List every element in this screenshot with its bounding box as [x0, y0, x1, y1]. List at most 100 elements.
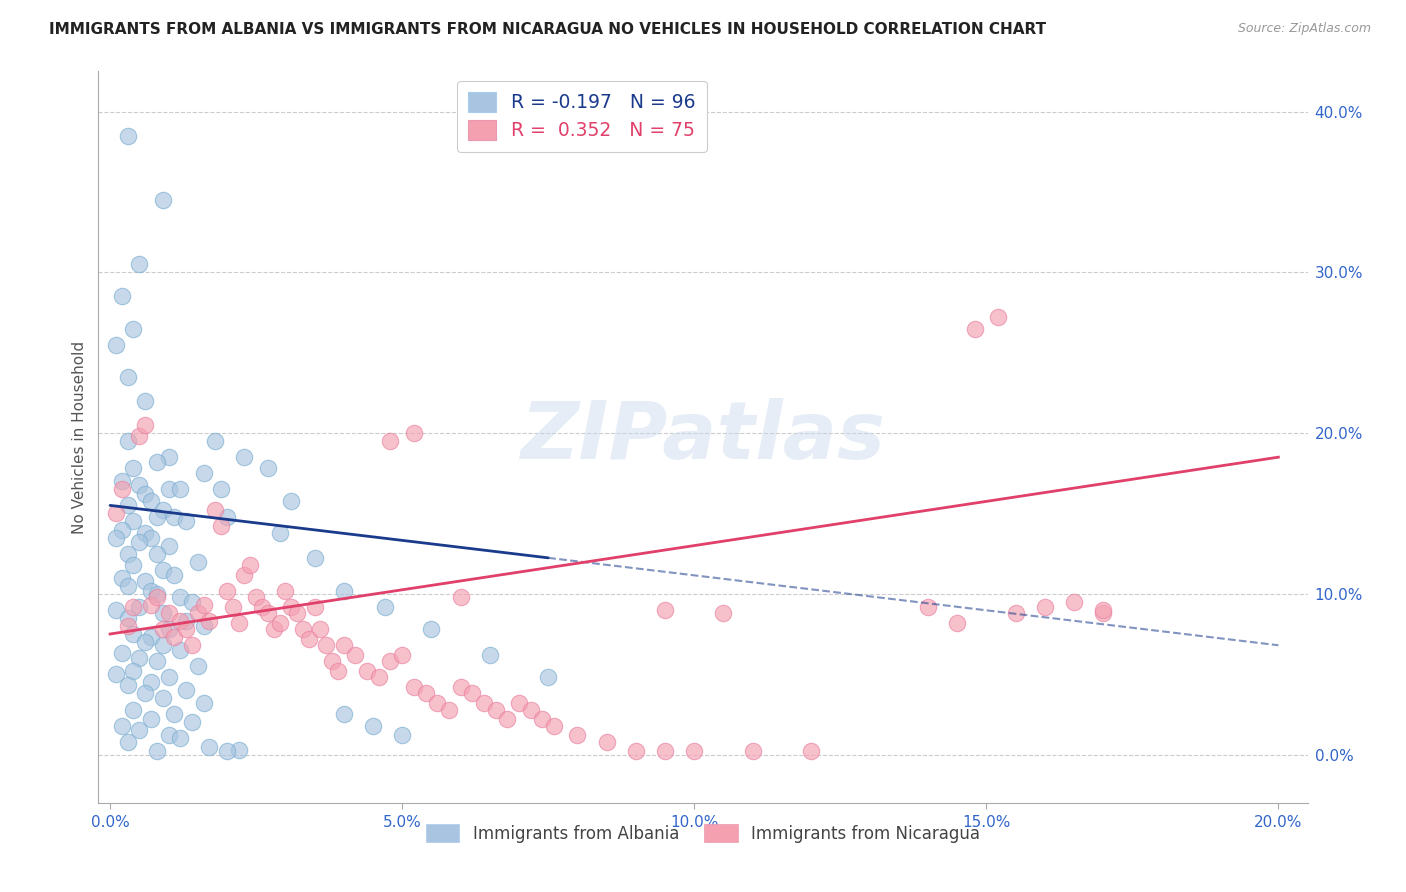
Point	[174, 515, 197, 529]
Point	[146, 455, 169, 469]
Point	[174, 683, 197, 698]
Point	[187, 659, 209, 673]
Point	[104, 337, 127, 351]
Point	[215, 583, 238, 598]
Point	[117, 128, 139, 143]
Point	[134, 574, 156, 588]
Point	[437, 702, 460, 716]
Point	[122, 558, 145, 572]
Point	[163, 630, 186, 644]
Point	[215, 509, 238, 524]
Point	[321, 654, 343, 668]
Point	[1092, 603, 1115, 617]
Point	[134, 686, 156, 700]
Point	[163, 567, 186, 582]
Point	[122, 702, 145, 716]
Point	[263, 622, 285, 636]
Legend: Immigrants from Albania, Immigrants from Nicaragua: Immigrants from Albania, Immigrants from…	[419, 818, 987, 849]
Point	[111, 475, 134, 489]
Point	[402, 425, 425, 440]
Point	[152, 691, 174, 706]
Point	[146, 509, 169, 524]
Point	[111, 289, 134, 303]
Point	[157, 450, 180, 465]
Point	[104, 531, 127, 545]
Point	[326, 664, 349, 678]
Point	[117, 611, 139, 625]
Point	[117, 434, 139, 449]
Point	[426, 696, 449, 710]
Point	[117, 547, 139, 561]
Point	[461, 686, 484, 700]
Point	[193, 619, 215, 633]
Point	[104, 507, 127, 521]
Point	[256, 606, 278, 620]
Point	[152, 503, 174, 517]
Point	[420, 622, 443, 636]
Point	[134, 525, 156, 540]
Point	[250, 599, 273, 614]
Point	[332, 707, 354, 722]
Point	[380, 654, 402, 668]
Point	[157, 728, 180, 742]
Point	[269, 525, 291, 540]
Point	[122, 321, 145, 335]
Point	[187, 555, 209, 569]
Point	[450, 590, 472, 604]
Point	[117, 499, 139, 513]
Point	[117, 619, 139, 633]
Point	[122, 627, 145, 641]
Point	[111, 523, 134, 537]
Point	[111, 571, 134, 585]
Point	[304, 599, 326, 614]
Point	[146, 547, 169, 561]
Point	[361, 718, 384, 732]
Point	[139, 598, 162, 612]
Point	[157, 670, 180, 684]
Point	[104, 667, 127, 681]
Point	[152, 563, 174, 577]
Y-axis label: No Vehicles in Household: No Vehicles in Household	[72, 341, 87, 533]
Point	[128, 651, 150, 665]
Point	[332, 638, 354, 652]
Point	[654, 744, 676, 758]
Point	[367, 670, 389, 684]
Point	[157, 606, 180, 620]
Point	[543, 718, 565, 732]
Point	[472, 696, 495, 710]
Point	[380, 434, 402, 449]
Text: IMMIGRANTS FROM ALBANIA VS IMMIGRANTS FROM NICARAGUA NO VEHICLES IN HOUSEHOLD CO: IMMIGRANTS FROM ALBANIA VS IMMIGRANTS FR…	[49, 22, 1046, 37]
Point	[917, 599, 939, 614]
Point	[228, 615, 250, 630]
Point	[169, 614, 191, 628]
Point	[304, 551, 326, 566]
Point	[356, 664, 378, 678]
Point	[157, 539, 180, 553]
Point	[280, 493, 302, 508]
Text: Source: ZipAtlas.com: Source: ZipAtlas.com	[1237, 22, 1371, 36]
Point	[1063, 595, 1085, 609]
Point	[946, 615, 969, 630]
Point	[163, 707, 186, 722]
Point	[169, 643, 191, 657]
Point	[128, 723, 150, 738]
Point	[233, 567, 256, 582]
Point	[122, 461, 145, 475]
Point	[209, 519, 232, 533]
Point	[478, 648, 501, 662]
Point	[152, 606, 174, 620]
Point	[800, 744, 823, 758]
Point	[485, 702, 508, 716]
Point	[1033, 599, 1056, 614]
Point	[117, 369, 139, 384]
Point	[139, 712, 162, 726]
Point	[139, 493, 162, 508]
Point	[269, 615, 291, 630]
Point	[595, 735, 617, 749]
Point	[332, 583, 354, 598]
Point	[209, 483, 232, 497]
Point	[187, 606, 209, 620]
Point	[193, 598, 215, 612]
Point	[180, 715, 202, 730]
Point	[508, 696, 530, 710]
